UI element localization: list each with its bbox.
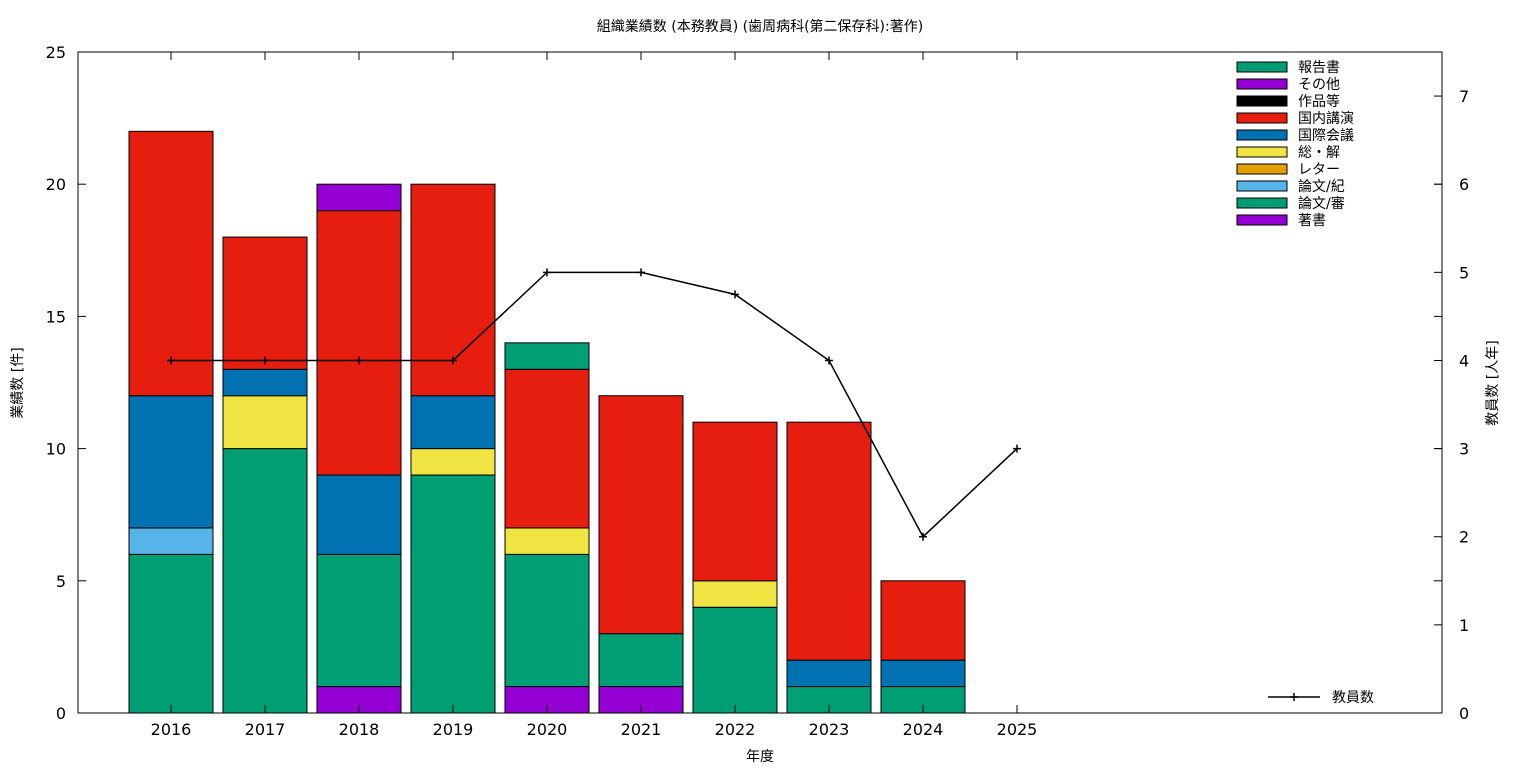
bar-segment-2016-6 xyxy=(128,130,214,397)
y-tick-label: 0 xyxy=(56,704,66,723)
faculty-count-point-2022 xyxy=(731,290,739,299)
legend-label: 報告書 xyxy=(1298,60,1340,76)
bar-segment-2020-9 xyxy=(504,342,590,370)
legend-label: 論文/紀 xyxy=(1298,179,1345,195)
x-tick-label: 2016 xyxy=(151,720,192,739)
bar-segment-2022-4 xyxy=(692,580,778,608)
bar-segment-2023-6 xyxy=(786,421,872,661)
bar-segment-2020-6 xyxy=(504,368,590,529)
y2-axis-label: 教員数 [人年] xyxy=(1485,340,1501,425)
legend-label: 国内講演 xyxy=(1298,111,1354,127)
faculty-count-line xyxy=(171,271,1018,538)
faculty-count-point-2024 xyxy=(919,532,927,541)
bar-segment-2023-5 xyxy=(786,659,872,688)
legend-swatch xyxy=(1236,197,1288,209)
bar-segment-2018-1 xyxy=(316,553,402,688)
legend-label: レター xyxy=(1298,162,1340,178)
bar-segment-2017-1 xyxy=(222,448,308,714)
legend-swatch xyxy=(1236,214,1288,226)
y-tick-label: 25 xyxy=(46,43,66,62)
legend-label: 著書 xyxy=(1298,213,1326,229)
plot-frame xyxy=(77,51,1443,714)
x-tick-label: 2018 xyxy=(339,720,380,739)
bar-segment-2018-6 xyxy=(316,210,402,476)
faculty-count-point-2017 xyxy=(261,356,269,365)
line-layer xyxy=(167,268,1021,541)
faculty-count-point-2016 xyxy=(167,356,175,365)
bar-segment-2021-1 xyxy=(598,633,684,688)
legend-label: 論文/審 xyxy=(1298,196,1345,212)
x-tick-label: 2023 xyxy=(809,720,850,739)
y2-tick-label: 1 xyxy=(1459,616,1469,635)
faculty-count-point-2018 xyxy=(355,356,363,365)
bar-segment-2019-5 xyxy=(410,395,496,450)
x-tick-label: 2024 xyxy=(903,720,944,739)
y-axis-label: 業績数 [件] xyxy=(10,347,26,418)
y2-tick-label: 3 xyxy=(1459,440,1469,459)
bar-segment-2024-5 xyxy=(880,659,966,688)
legend-line-marker xyxy=(1290,693,1298,701)
legend-label: 国際会議 xyxy=(1298,127,1354,144)
bar-segment-2017-5 xyxy=(222,368,308,397)
y2-tick-label: 0 xyxy=(1459,704,1469,723)
bar-segment-2016-5 xyxy=(128,395,214,529)
bar-segment-2017-4 xyxy=(222,395,308,450)
bar-segment-2018-8 xyxy=(316,183,402,212)
y2-tick-label: 5 xyxy=(1459,263,1469,282)
legend-swatch xyxy=(1236,78,1288,90)
legend-swatch xyxy=(1236,180,1288,192)
bar-segment-2024-6 xyxy=(880,580,966,661)
faculty-count-point-2019 xyxy=(449,356,457,365)
bar-segment-2016-2 xyxy=(128,527,214,555)
faculty-count-point-2021 xyxy=(637,268,645,277)
y-tick-label: 15 xyxy=(46,307,66,326)
y2-tick-label: 2 xyxy=(1459,528,1469,547)
bar-segment-2021-6 xyxy=(598,395,684,635)
bar-segment-2017-6 xyxy=(222,236,308,370)
bar-segment-2020-1 xyxy=(504,553,590,688)
legend-swatch xyxy=(1236,95,1288,107)
chart-title: 組織業績数 (本務教員) (歯周病科(第二保存科):著作) xyxy=(597,18,923,35)
y-tick-label: 10 xyxy=(46,440,66,459)
x-tick-label: 2025 xyxy=(997,720,1038,739)
x-tick-label: 2017 xyxy=(245,720,286,739)
bar-segment-2016-1 xyxy=(128,553,214,714)
x-tick-label: 2020 xyxy=(527,720,568,739)
y2-tick-label: 6 xyxy=(1459,175,1469,194)
y2-tick-label: 7 xyxy=(1459,87,1469,106)
legend-swatch xyxy=(1236,112,1288,124)
x-tick-label: 2021 xyxy=(621,720,662,739)
legend-swatch xyxy=(1236,163,1288,175)
bar-segment-2020-4 xyxy=(504,527,590,555)
faculty-count-point-2020 xyxy=(543,268,551,277)
legend-label: その他 xyxy=(1298,77,1340,93)
legend-swatch xyxy=(1236,61,1288,73)
x-axis-label: 年度 xyxy=(746,749,774,765)
y2-tick-label: 4 xyxy=(1459,351,1469,370)
legend-label: 作品等 xyxy=(1298,93,1340,110)
legend-swatch xyxy=(1236,146,1288,158)
x-tick-label: 2022 xyxy=(715,720,756,739)
y-tick-label: 5 xyxy=(56,572,66,591)
bar-segment-2019-1 xyxy=(410,474,496,714)
y-tick-label: 20 xyxy=(46,175,66,194)
faculty-count-point-2023 xyxy=(825,356,833,365)
legend-swatch xyxy=(1236,129,1288,141)
legend-line-label: 教員数 xyxy=(1332,690,1374,706)
bars-layer xyxy=(128,130,966,714)
legend-label: 総・解 xyxy=(1298,145,1340,161)
bar-segment-2018-5 xyxy=(316,474,402,555)
faculty-count-point-2025 xyxy=(1013,444,1021,453)
bar-segment-2019-4 xyxy=(410,448,496,476)
bar-segment-2022-6 xyxy=(692,421,778,582)
bar-segment-2022-1 xyxy=(692,606,778,714)
x-tick-label: 2019 xyxy=(433,720,474,739)
